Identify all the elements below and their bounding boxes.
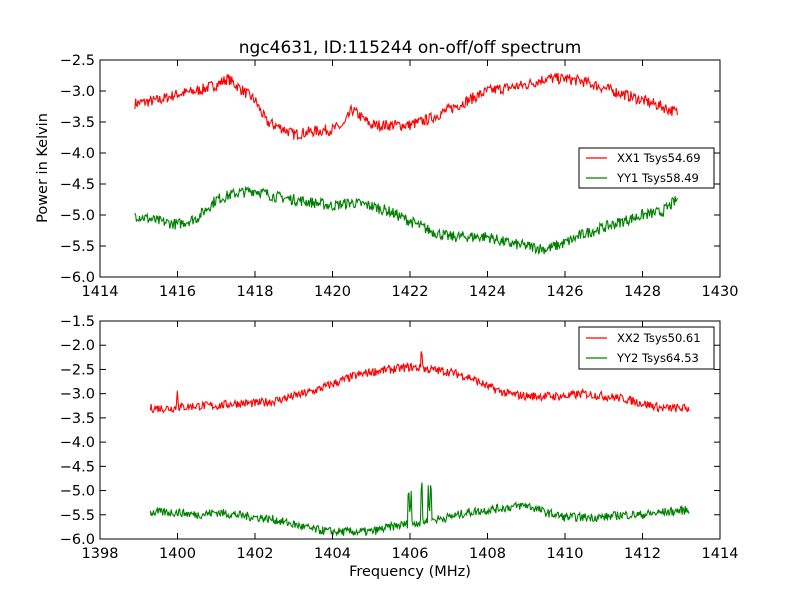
bottom-y-tick-label: −6.0 [60,532,95,548]
bottom-legend-label-xx2: XX2 Tsys50.61 [617,331,701,345]
top-x-tick-label: 1430 [702,284,739,300]
top-y-tick-label: −5.0 [60,208,95,224]
bottom-ticks-layer: 1398 1400 1402 1404 1406 1408 1410 1412 1414 −1.5… [60,314,739,562]
bottom-y-tick-label: −3.0 [60,387,95,403]
bottom-y-tick-label: −1.5 [60,314,95,330]
figure-title: ngc4631, ID:115244 on-off/off spectrum [239,38,582,58]
bottom-x-tick-label: 1412 [624,546,661,562]
bottom-y-tick-label: −2.0 [60,338,95,354]
top-series-layer [134,72,678,256]
subplot-bottom: 1398 1400 1402 1404 1406 1408 1410 1412 1414 −1.5… [60,314,739,580]
top-x-tick-label: 1424 [469,284,506,300]
top-y-tick-label: −4.5 [60,177,95,193]
top-y-tick-label: −4.0 [60,146,95,162]
top-y-tick-label: −6.0 [60,270,95,286]
bottom-y-tick-label: −5.0 [60,484,95,500]
top-ticks-layer: 1414 1416 1418 1420 1422 1424 1426 1428 1430 −2.5… [60,53,739,300]
bottom-x-tick-label: 1406 [392,546,429,562]
bottom-series-line-2 [149,482,690,537]
bottom-legend-box [578,326,715,370]
top-x-tick-label: 1420 [314,284,351,300]
bottom-x-tick-label: 1398 [82,546,119,562]
bottom-series-line-1 [149,351,690,414]
bottom-legend: XX2 Tsys50.61 YY2 Tsys64.53 [578,326,715,370]
top-y-tick-label: −5.5 [60,239,95,255]
bottom-y-tick-label: −4.0 [60,435,95,451]
top-series-line-1 [134,72,678,141]
bottom-x-tick-label: 1404 [314,546,351,562]
top-x-tick-label: 1414 [82,284,119,300]
bottom-x-tick-label: 1410 [547,546,584,562]
top-x-tick-label: 1428 [624,284,661,300]
bottom-x-tick-label: 1408 [469,546,506,562]
top-legend-label-yy1: YY1 Tsys58.49 [616,171,699,185]
bottom-y-tick-label: −3.5 [60,411,95,427]
top-x-tick-label: 1426 [547,284,584,300]
bottom-y-tick-label: −4.5 [60,459,95,475]
top-legend-label-xx1: XX1 Tsys54.69 [617,151,701,165]
subplot-top: 1414 1416 1418 1420 1422 1424 1426 1428 1430 −2.5… [35,53,738,300]
top-legend: XX1 Tsys54.69 YY1 Tsys58.49 [578,147,715,189]
top-y-tick-label: −3.0 [60,84,95,100]
bottom-y-tick-label: −2.5 [60,362,95,378]
top-x-tick-label: 1422 [392,284,429,300]
bottom-x-tick-label: 1402 [237,546,274,562]
top-y-tick-label: −2.5 [60,53,95,69]
bottom-legend-label-yy2: YY2 Tsys64.53 [616,351,699,365]
top-legend-box [578,147,715,189]
bottom-x-tick-label: 1414 [702,546,739,562]
bottom-x-tick-label: 1400 [159,546,196,562]
bottom-series-layer [149,351,690,537]
bottom-y-tick-label: −5.5 [60,508,95,524]
top-x-tick-label: 1416 [159,284,196,300]
top-series-line-2 [134,186,678,256]
top-x-tick-label: 1418 [237,284,274,300]
top-y-axis-label: Power in Kelvin [35,113,51,223]
top-y-tick-label: −3.5 [60,115,95,131]
bottom-x-axis-label: Frequency (MHz) [349,564,471,580]
